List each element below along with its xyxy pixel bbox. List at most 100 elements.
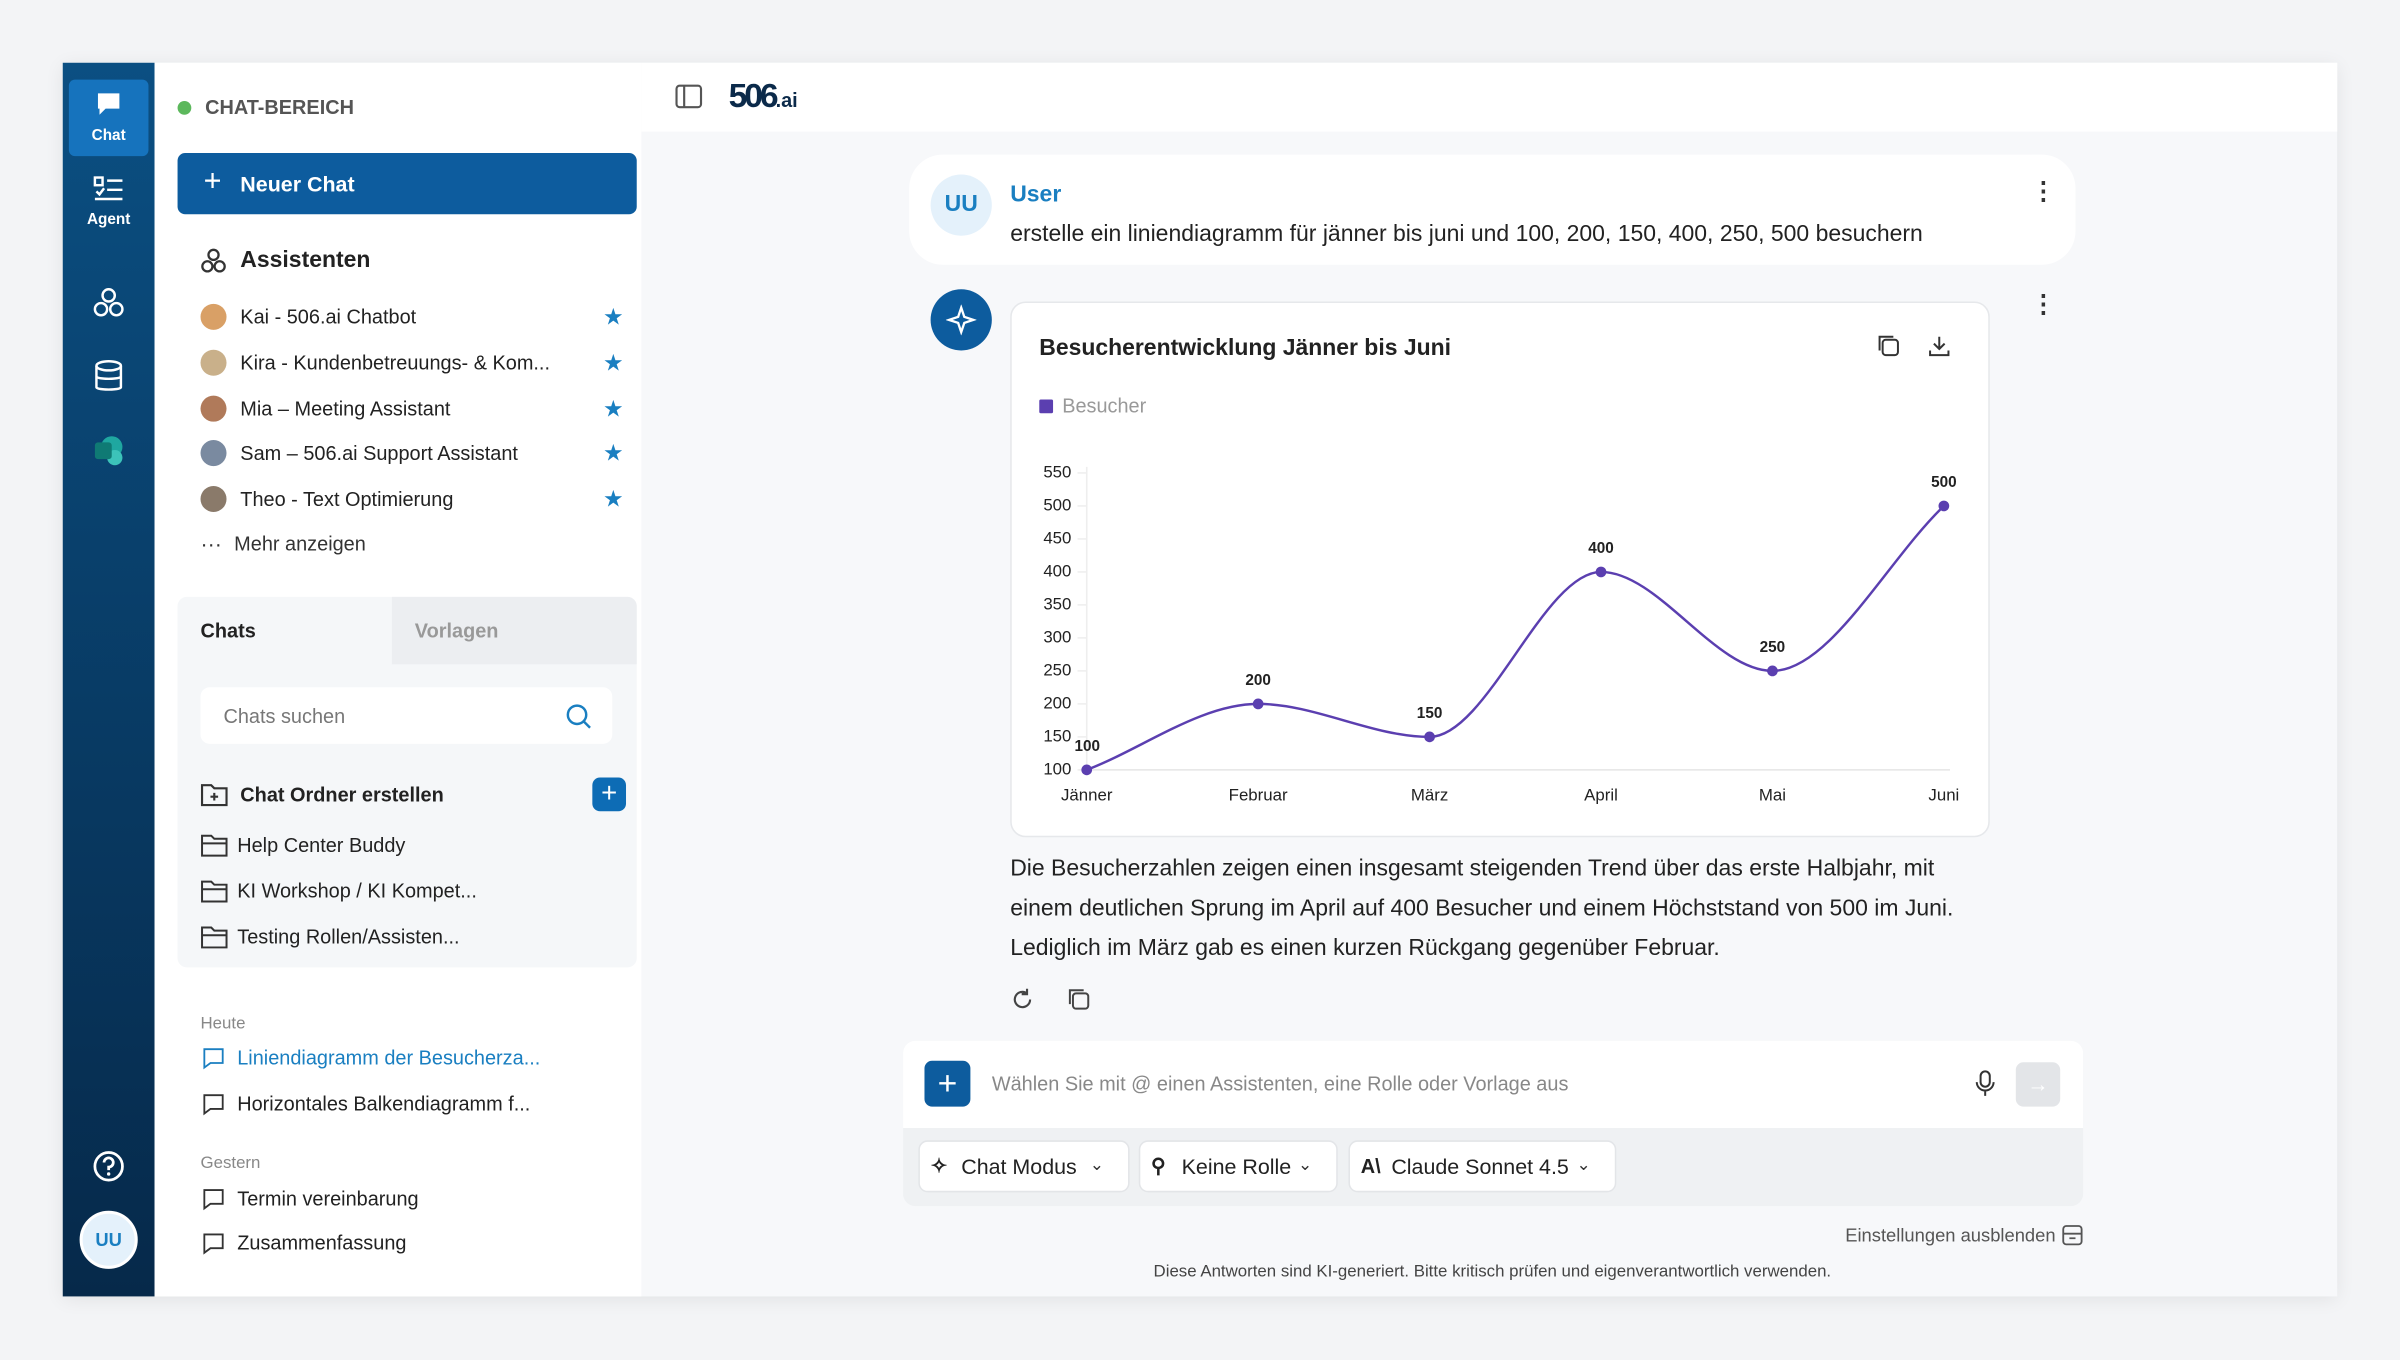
data-label: 400 xyxy=(1588,540,1614,557)
chat-item-icon xyxy=(202,1188,225,1219)
disclaimer: Diese Antworten sind KI-generiert. Bitte… xyxy=(1153,1262,1832,1282)
assistant-avatar xyxy=(200,349,227,376)
message-menu[interactable]: ⋮ xyxy=(2031,179,2056,206)
mode-icon: ✧ xyxy=(930,1154,948,1178)
y-tick-label: 450 xyxy=(1043,528,1071,547)
y-tick-label: 250 xyxy=(1043,660,1071,679)
mode-label[interactable]: Chat Modus xyxy=(961,1154,1077,1179)
new-chat-label[interactable]: Neuer Chat xyxy=(240,171,355,196)
data-label: 250 xyxy=(1760,639,1786,656)
assistant-item[interactable]: Kai - 506.ai Chatbot xyxy=(240,305,417,329)
create-folder-button[interactable]: + xyxy=(592,777,627,812)
settings-icon[interactable] xyxy=(2062,1224,2083,1246)
copy-icon[interactable] xyxy=(1067,987,1091,1011)
assistant-item[interactable]: Theo - Text Optimierung xyxy=(240,487,454,511)
assistant-avatar xyxy=(200,394,227,421)
status-dot xyxy=(177,101,192,115)
user-message xyxy=(909,154,2076,265)
mode-chip[interactable] xyxy=(1348,1140,1617,1193)
dropdown-caret: ⌄ xyxy=(1089,1156,1104,1175)
assistant-item[interactable]: Sam – 506.ai Support Assistant xyxy=(240,441,518,465)
folder-item[interactable]: KI Workshop / KI Kompet... xyxy=(237,879,477,903)
mode-label[interactable]: Keine Rolle xyxy=(1181,1154,1292,1179)
more-link[interactable]: Mehr anzeigen xyxy=(234,531,366,555)
search-box[interactable] xyxy=(200,687,613,744)
chat-item-icon xyxy=(202,1047,225,1078)
assistants-icon xyxy=(201,248,226,273)
rail-active[interactable] xyxy=(68,79,149,157)
assistant-item[interactable]: Mia – Meeting Assistant xyxy=(240,396,451,420)
mic-icon[interactable] xyxy=(1974,1070,1995,1098)
rail-label[interactable]: Agent xyxy=(86,211,131,229)
tab[interactable]: Vorlagen xyxy=(414,619,499,643)
avatar[interactable]: UU xyxy=(79,1210,138,1269)
data-label: 200 xyxy=(1245,672,1271,689)
new-chat-button[interactable] xyxy=(177,153,637,215)
folder-item[interactable]: Testing Rollen/Assisten... xyxy=(237,925,460,949)
line xyxy=(1086,505,1945,772)
message-menu[interactable]: ⋮ xyxy=(2031,292,2056,319)
sidebar-toggle[interactable] xyxy=(675,84,703,109)
chat-item-icon-svg xyxy=(203,1189,224,1211)
chat-item[interactable]: Liniendiagramm der Besucherza... xyxy=(237,1046,541,1070)
assistant-avatar xyxy=(200,303,227,330)
favorite-star: ★ xyxy=(603,304,624,331)
y-tick-label: 500 xyxy=(1043,495,1071,514)
folder-icon xyxy=(201,833,229,865)
chat-item-icon-svg xyxy=(203,1233,224,1255)
search-placeholder: Chats suchen xyxy=(223,704,346,728)
help-icon[interactable] xyxy=(92,1149,126,1183)
assistant-item[interactable]: Kira - Kundenbetreuungs- & Kom... xyxy=(240,350,551,374)
favorite-star: ★ xyxy=(603,350,624,377)
sparkle-icon xyxy=(945,304,977,336)
tab-inactive[interactable] xyxy=(391,596,637,665)
download-icon[interactable] xyxy=(1927,334,1951,358)
data-label: 500 xyxy=(1931,474,1957,491)
send-button[interactable]: → xyxy=(2015,1062,2061,1107)
chat-item[interactable]: Termin vereinbarung xyxy=(237,1186,419,1210)
chat-item[interactable]: Zusammenfassung xyxy=(237,1231,407,1255)
data-label: 100 xyxy=(1074,738,1100,755)
rail xyxy=(62,62,155,1297)
logo: 506.ai xyxy=(729,77,798,117)
copy-icon[interactable] xyxy=(1877,334,1901,358)
chart-card xyxy=(1010,301,1990,838)
composer-input[interactable] xyxy=(903,1040,2084,1129)
mode-icon: ⚲ xyxy=(1151,1154,1166,1178)
chat-item[interactable]: Horizontales Balkendiagramm f... xyxy=(237,1092,531,1116)
y-tick-label: 100 xyxy=(1043,759,1071,778)
folder-item[interactable]: Help Center Buddy xyxy=(237,833,406,857)
assistants-icon[interactable] xyxy=(92,286,126,320)
dropdown-caret: ⌄ xyxy=(1576,1156,1591,1175)
favorite-star: ★ xyxy=(603,486,624,513)
x-tick-label: Juni xyxy=(1928,785,1959,804)
mode-chip[interactable] xyxy=(918,1140,1130,1193)
y-tick-label: 400 xyxy=(1043,561,1071,580)
hide-settings[interactable]: Einstellungen ausblenden xyxy=(1845,1224,2056,1246)
chart-title: Besucherentwicklung Jänner bis Juni xyxy=(1039,334,1451,360)
tab[interactable]: Chats xyxy=(200,619,256,643)
attach-button[interactable]: + xyxy=(924,1060,971,1107)
y-tick-label: 300 xyxy=(1043,627,1071,646)
regenerate-icon[interactable] xyxy=(1010,987,1034,1011)
favorite-star: ★ xyxy=(603,395,624,422)
mode-chip[interactable] xyxy=(1138,1140,1338,1193)
group-label: Heute xyxy=(200,1014,246,1034)
y-tick-label: 550 xyxy=(1043,462,1071,481)
plus-icon: + xyxy=(203,164,222,199)
folder-icon xyxy=(201,879,229,911)
rail-label[interactable]: Chat xyxy=(91,127,126,145)
logo-suffix: .ai xyxy=(775,88,798,112)
database-icon[interactable] xyxy=(93,359,124,394)
create-folder[interactable]: Chat Ordner erstellen xyxy=(240,782,444,806)
search-icon xyxy=(566,704,591,729)
x-tick-label: März xyxy=(1411,785,1448,804)
x-tick-label: April xyxy=(1584,785,1618,804)
sharepoint-icon[interactable] xyxy=(92,435,126,469)
folder-plus-icon xyxy=(200,784,228,807)
mode-label[interactable]: Claude Sonnet 4.5 xyxy=(1391,1154,1569,1179)
point xyxy=(1595,566,1607,578)
mode-icon: A\ xyxy=(1360,1154,1381,1178)
section-label: CHAT-BEREICH xyxy=(205,95,354,119)
y-tick-label: 150 xyxy=(1043,726,1071,745)
